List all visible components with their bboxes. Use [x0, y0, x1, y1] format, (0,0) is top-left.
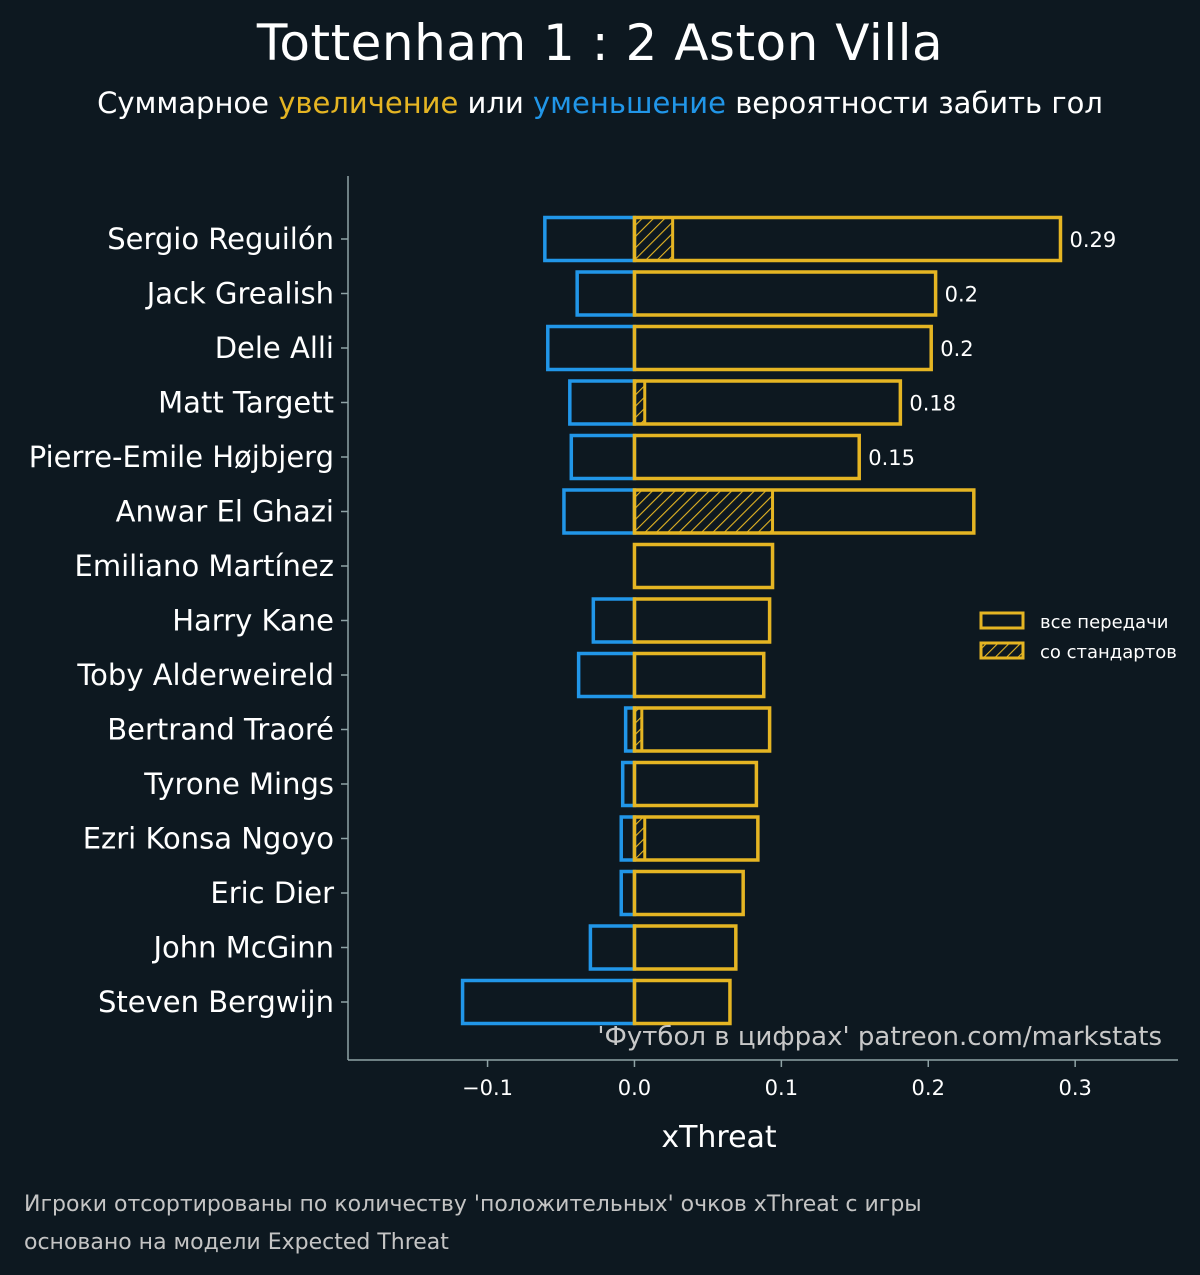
negative-bar	[543, 215, 637, 263]
chart-title: Tottenham 1 : 2 Aston Villa	[256, 14, 944, 72]
negative-bar	[576, 651, 637, 699]
negative-bar	[620, 760, 637, 808]
negative-bar	[569, 433, 637, 481]
player-label: Tyrone Mings	[143, 767, 334, 801]
value-label: 0.18	[909, 392, 956, 416]
footnote-sorting: Игроки отсортированы по количеству 'поло…	[24, 1192, 922, 1217]
positive-bar	[632, 760, 759, 808]
chart-subtitle: Суммарное увеличение или уменьшение веро…	[0, 86, 1200, 120]
subtitle-increase-word: увеличение	[278, 86, 459, 120]
player-label: Steven Bergwijn	[98, 985, 334, 1019]
set-piece-bar	[632, 216, 675, 262]
player-label: Anwar El Ghazi	[116, 495, 334, 529]
player-label: Bertrand Traoré	[107, 713, 334, 747]
negative-bar	[575, 270, 637, 317]
subtitle-suffix: вероятности забить гол	[725, 86, 1103, 120]
positive-bar	[632, 488, 976, 535]
positive-bar	[632, 869, 745, 917]
watermark: 'Футбол в цифрах' patreon.com/markstats	[597, 1022, 1162, 1052]
positive-bar	[632, 433, 861, 481]
legend-swatch-set-pieces	[979, 641, 1025, 660]
negative-bar	[591, 597, 637, 644]
positive-bar	[632, 270, 938, 317]
negative-bar	[546, 324, 637, 372]
positive-bar	[632, 379, 903, 426]
subtitle-middle: или	[458, 86, 534, 120]
x-axis-label: xThreat	[661, 1120, 777, 1155]
negative-bar	[568, 379, 637, 426]
x-tick-label: 0.1	[765, 1076, 798, 1100]
legend: все передачи со стандартов	[979, 611, 1177, 663]
set-piece-bar	[632, 488, 775, 535]
player-label: Matt Targett	[158, 386, 334, 420]
positive-bar	[632, 706, 772, 753]
player-label: Harry Kane	[172, 604, 334, 638]
value-label: 0.2	[940, 337, 973, 361]
x-tick-label: 0.2	[912, 1076, 945, 1100]
negative-bar	[588, 924, 637, 971]
axes-group: −0.1 0.0 0.1 0.2 0.3	[341, 176, 1178, 1100]
player-label: Ezri Konsa Ngoyo	[83, 822, 334, 856]
subtitle-decrease-word: уменьшение	[533, 86, 726, 120]
legend-label-set-pieces: со стандартов	[1040, 642, 1177, 663]
legend-swatch-all-passes	[979, 611, 1025, 630]
player-label: Dele Alli	[215, 331, 334, 365]
positive-bar	[632, 597, 772, 644]
player-label: Jack Grealish	[145, 277, 334, 311]
subtitle-prefix: Суммарное	[97, 86, 279, 120]
player-label: Sergio Reguilón	[107, 222, 334, 256]
footnotes: Игроки отсортированы по количеству 'поло…	[24, 1186, 922, 1262]
legend-label-all-passes: все передачи	[1040, 612, 1168, 633]
positive-bar	[632, 542, 775, 590]
footnote-model: основано на модели Expected Threat	[24, 1230, 449, 1255]
player-label: Pierre-Emile Højbjerg	[29, 440, 334, 474]
bars-group	[460, 215, 1063, 1026]
player-label: Eric Dier	[210, 876, 334, 910]
x-tick-label: 0.0	[618, 1076, 651, 1100]
player-label: John McGinn	[151, 931, 334, 965]
value-label: 0.2	[945, 283, 978, 307]
negative-bar	[619, 869, 637, 917]
positive-bar	[632, 324, 933, 372]
player-label: Toby Alderweireld	[76, 658, 334, 692]
positive-bar	[632, 978, 732, 1026]
positive-bar	[632, 651, 766, 699]
x-tick-label: 0.3	[1058, 1076, 1091, 1100]
labels-group: Sergio Reguilón 0.29 Jack Grealish 0.2 Dele …	[29, 222, 1116, 1019]
negative-bar	[460, 978, 637, 1026]
value-label: 0.29	[1069, 228, 1116, 252]
positive-bar	[632, 215, 1063, 263]
positive-bar	[632, 924, 738, 971]
x-tick-label: −0.1	[462, 1076, 513, 1100]
positive-bar	[632, 815, 760, 862]
negative-bar	[562, 488, 637, 535]
negative-bar	[619, 815, 637, 862]
player-label: Emiliano Martínez	[75, 549, 334, 583]
value-label: 0.15	[868, 446, 915, 470]
